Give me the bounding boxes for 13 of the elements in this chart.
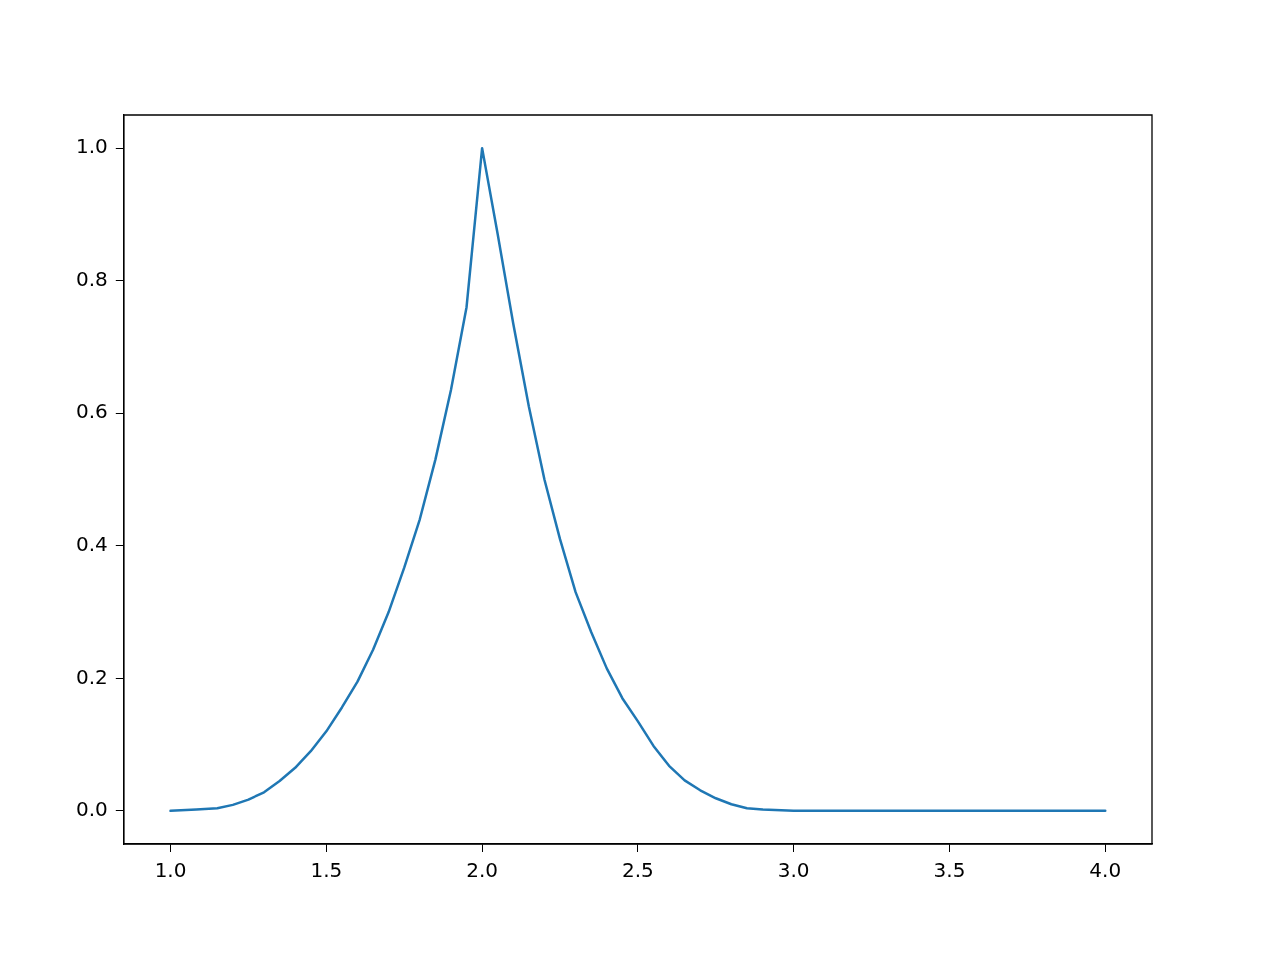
y-tick-label: 0.8	[75, 266, 108, 291]
x-tick-label: 2.5	[622, 858, 654, 883]
y-tick-label: 0.4	[75, 531, 108, 556]
x-tick-label: 3.5	[933, 858, 966, 883]
y-tick-label: 0.2	[75, 664, 108, 689]
x-tick-label: 4.0	[1089, 858, 1122, 883]
y-tick-label: 1.0	[75, 134, 108, 159]
y-tick-label: 0.6	[75, 399, 108, 424]
x-tick-label: 3.0	[777, 858, 810, 883]
x-tick-label: 1.5	[310, 858, 343, 883]
y-tick-label: 0.0	[75, 797, 108, 822]
x-tick-label: 2.0	[466, 858, 499, 883]
x-tick-label: 1.0	[154, 858, 187, 883]
